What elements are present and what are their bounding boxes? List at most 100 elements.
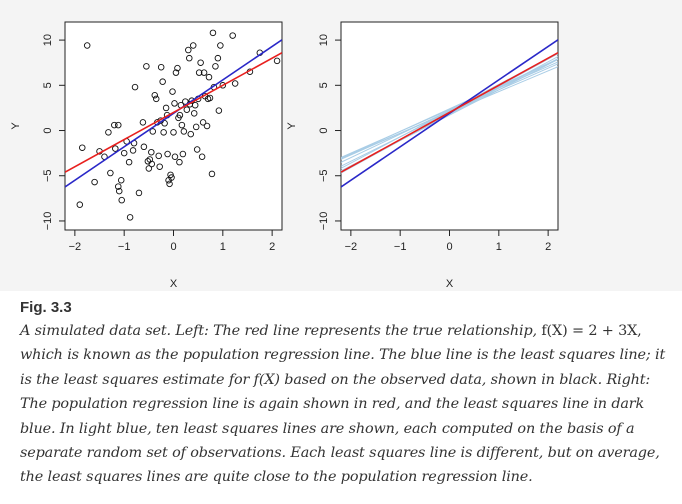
data-point xyxy=(191,101,199,109)
x-tick-label: 0 xyxy=(446,241,452,253)
data-point xyxy=(209,29,217,37)
data-point xyxy=(107,169,114,177)
y-tick-label: −5 xyxy=(318,169,330,182)
data-point xyxy=(190,110,198,117)
data-point xyxy=(212,63,219,70)
data-point xyxy=(139,119,147,126)
x-tick-label: 0 xyxy=(170,241,176,253)
data-point xyxy=(219,82,227,89)
data-point xyxy=(186,54,193,62)
data-point xyxy=(115,121,122,129)
data-point xyxy=(178,121,186,129)
x-tick-label: −1 xyxy=(118,241,131,253)
data-point xyxy=(217,42,224,49)
y-tick-label: 10 xyxy=(42,34,54,46)
data-point xyxy=(112,145,119,152)
data-point xyxy=(203,122,211,130)
sample-ls-line xyxy=(341,58,558,160)
data-point xyxy=(185,46,192,54)
data-point xyxy=(79,144,86,151)
data-point xyxy=(189,42,197,49)
y-tick-label: 10 xyxy=(318,34,330,46)
x-tick-label: 2 xyxy=(269,241,275,253)
plot-frame xyxy=(64,21,283,231)
data-point xyxy=(145,165,153,172)
data-point xyxy=(176,158,183,166)
data-point xyxy=(170,129,177,136)
data-point xyxy=(174,64,181,72)
data-point xyxy=(231,80,239,87)
y-tick-label: −10 xyxy=(318,212,330,231)
plot-area xyxy=(341,39,558,188)
data-point xyxy=(197,59,204,66)
data-point xyxy=(115,187,123,195)
data-point xyxy=(155,152,162,160)
data-point xyxy=(164,150,171,158)
data-point xyxy=(166,180,173,188)
y-axis-label: Y xyxy=(286,122,298,130)
plot-frame xyxy=(340,21,559,231)
data-point xyxy=(171,100,178,107)
data-point xyxy=(129,147,137,154)
plot-area xyxy=(65,29,282,221)
x-tick-label: −2 xyxy=(69,241,82,253)
data-point xyxy=(125,158,133,166)
data-point xyxy=(172,69,180,76)
x-axis-label: X xyxy=(170,278,178,290)
x-tick-label: −1 xyxy=(394,241,407,253)
caption-formula: f(X) = 2 + 3X, xyxy=(541,323,642,339)
data-point xyxy=(205,73,213,81)
data-point xyxy=(151,92,159,99)
caption-part-3: which is known as the population regress… xyxy=(20,347,666,486)
population-regression-line xyxy=(65,52,282,173)
caption-part-1: A simulated data set. Left: xyxy=(20,323,214,339)
figure-caption: Fig. 3.3 A simulated data set. Left: The… xyxy=(20,299,670,490)
y-axis-label: Y xyxy=(10,122,22,130)
data-point xyxy=(115,183,122,190)
data-point xyxy=(120,149,128,157)
data-point xyxy=(105,129,112,136)
data-point xyxy=(168,174,175,181)
data-point xyxy=(208,170,216,178)
y-tick-label: 5 xyxy=(42,82,54,88)
x-tick-label: 1 xyxy=(496,241,502,253)
x-axis-label: X xyxy=(446,278,454,290)
data-point xyxy=(195,69,203,76)
data-point xyxy=(148,148,155,156)
data-point xyxy=(152,95,160,103)
data-point xyxy=(91,178,98,186)
x-tick-label: 2 xyxy=(545,241,551,253)
data-point xyxy=(187,130,195,138)
data-point xyxy=(117,177,125,184)
data-point xyxy=(206,94,214,102)
y-tick-label: −10 xyxy=(42,212,54,231)
data-point xyxy=(148,160,156,168)
caption-part-2: The red line represents the true relatio… xyxy=(213,323,542,339)
data-point xyxy=(180,128,188,135)
y-tick-label: 0 xyxy=(42,127,54,133)
data-point xyxy=(169,88,176,95)
data-point xyxy=(199,119,207,126)
data-point xyxy=(183,106,191,113)
data-point xyxy=(76,201,84,208)
population-regression-line xyxy=(341,52,558,173)
y-tick-label: 5 xyxy=(318,82,330,88)
data-point xyxy=(171,153,179,160)
data-point xyxy=(140,143,148,151)
data-point xyxy=(111,121,118,129)
x-tick-label: 1 xyxy=(220,241,226,253)
data-point xyxy=(193,146,201,153)
data-point xyxy=(161,120,168,127)
data-point xyxy=(179,150,187,158)
data-point xyxy=(83,42,91,49)
caption-text: A simulated data set. Left: The red line… xyxy=(20,319,670,490)
data-point xyxy=(176,111,184,119)
data-point xyxy=(214,54,222,62)
y-tick-label: −5 xyxy=(42,169,54,182)
data-point xyxy=(160,129,167,136)
data-point xyxy=(131,83,139,91)
data-point xyxy=(273,57,281,65)
